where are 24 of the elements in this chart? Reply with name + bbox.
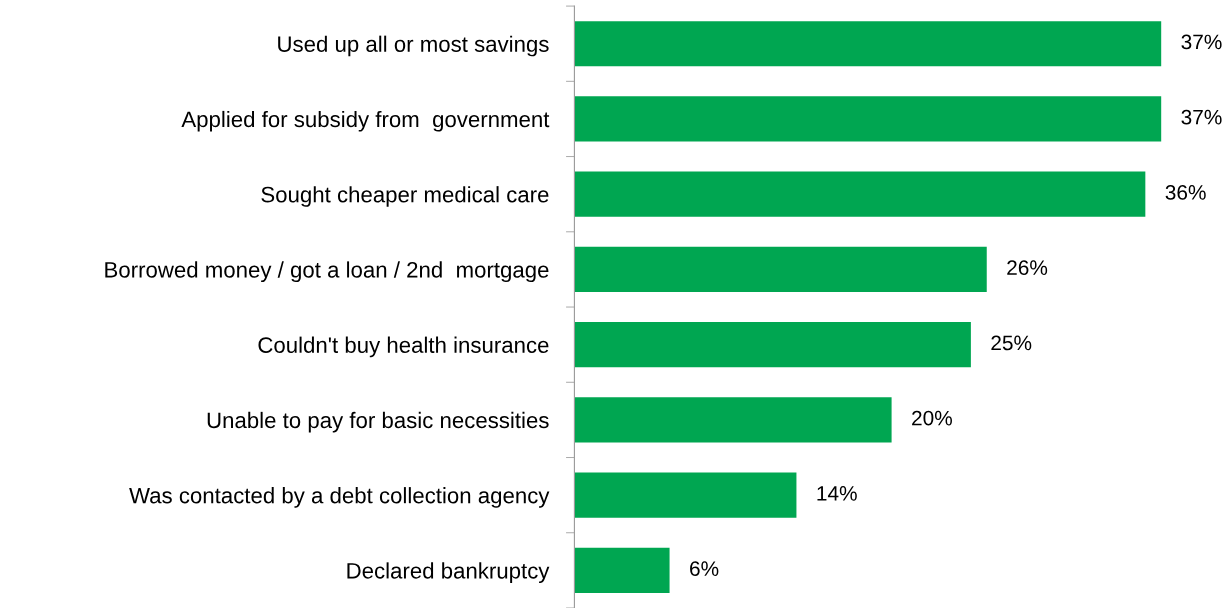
bar [574, 322, 971, 368]
bar [574, 472, 797, 518]
bar [574, 96, 1162, 142]
y-tick-label: Couldn't buy health insurance [258, 336, 549, 358]
data-label: 37% [1181, 109, 1222, 125]
y-tick-label: Declared bankruptcy [347, 562, 550, 584]
y-tick-label: Borrowed money / got a loan / 2nd mortgage [105, 261, 549, 283]
data-label: 37% [1181, 34, 1222, 50]
data-label: 25% [991, 335, 1032, 351]
data-label: 20% [912, 410, 952, 426]
data-label: 14% [817, 486, 857, 501]
bar [574, 547, 670, 593]
data-label: 26% [1007, 260, 1048, 276]
y-tick-label: Unable to pay for basic necessities [207, 411, 549, 433]
data-label: 36% [1165, 185, 1206, 200]
y-tick-label: Sought cheaper medical care [261, 186, 549, 207]
y-tick-label: Applied for subsidy from government [181, 110, 550, 132]
y-tick-label: Was contacted by a debt collection agency [129, 487, 550, 508]
data-label: 6% [690, 561, 719, 576]
bar [574, 171, 1146, 217]
bar [574, 246, 987, 292]
bar [574, 21, 1162, 67]
bar [574, 397, 892, 443]
y-tick-label: Used up all or most savings [278, 35, 549, 57]
